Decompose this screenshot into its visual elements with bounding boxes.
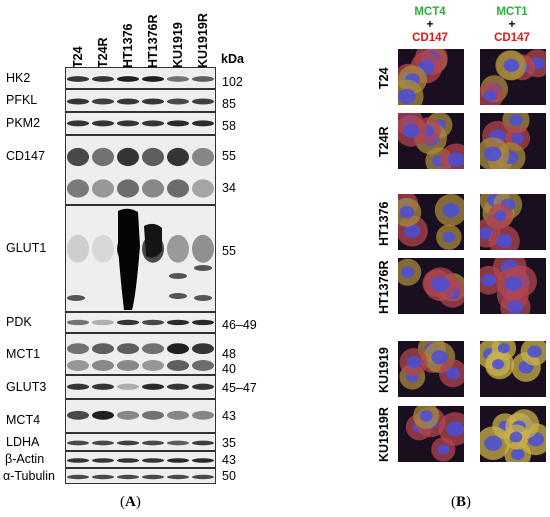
blot-pdk: [65, 312, 216, 333]
micrograph-ku1919-mct1: [480, 341, 546, 397]
micrograph-ht1376-mct4: [398, 194, 464, 250]
lane-label-ku1919r: KU1919R: [196, 13, 210, 68]
mw-label-pfkl: 85: [222, 97, 236, 111]
blot-cd147: [65, 135, 216, 205]
mw-label-glut1: 55: [222, 244, 236, 258]
mw-label-cd147: 55: [222, 149, 236, 163]
column-partner-cd147-1: CD147: [412, 32, 448, 44]
protein-label-mct1: MCT1: [6, 347, 41, 361]
column-header-mct1-cd147: MCT1 + CD147: [482, 6, 542, 45]
protein-label-cd147: CD147: [6, 149, 45, 163]
lane-label-ku1919: KU1919: [171, 22, 185, 68]
column-header-mct4-cd147: MCT4 + CD147: [400, 6, 460, 45]
column-marker-mct1: MCT1: [496, 6, 528, 18]
row-label-ht1376r: HT1376R: [377, 260, 391, 315]
blot-actin: [65, 451, 216, 468]
column-plus-1: +: [426, 19, 434, 31]
blot-hk2: [65, 67, 216, 89]
column-plus-2: +: [508, 19, 516, 31]
micrograph-ku1919-mct4: [398, 341, 464, 397]
protein-label-pdk: PDK: [6, 315, 32, 329]
protein-label-actin: β-Actin: [5, 452, 45, 466]
mw-label-mct1-2: 40: [222, 362, 236, 376]
lane-label-ht1376r: HT1376R: [146, 14, 160, 69]
panel-a-caption: (A): [120, 494, 141, 510]
mw-label-cd147-2: 34: [222, 181, 236, 195]
lane-label-t24r: T24R: [96, 37, 110, 68]
mw-label-glut3: 45–47: [222, 381, 257, 395]
protein-label-pkm2: PKM2: [6, 116, 41, 130]
blot-glut3: [65, 375, 216, 399]
protein-label-pfkl: PFKL: [6, 93, 38, 107]
mw-label-tubulin: 50: [222, 469, 236, 483]
mw-label-hk2: 102: [222, 75, 243, 89]
protein-label-glut1: GLUT1: [6, 241, 47, 255]
micrograph-t24r-mct4: [398, 113, 464, 169]
blot-ldha: [65, 433, 216, 451]
row-label-t24: T24: [377, 67, 391, 89]
mw-label-mct1: 48: [222, 347, 236, 361]
micrograph-t24r-mct1: [480, 113, 546, 169]
mw-label-ldha: 35: [222, 436, 236, 450]
micrograph-ht1376r-mct4: [398, 258, 464, 314]
column-partner-cd147-2: CD147: [494, 32, 530, 44]
column-marker-mct4: MCT4: [414, 6, 446, 18]
mw-label-mct4: 43: [222, 409, 236, 423]
mw-label-pdk: 46–49: [222, 318, 257, 332]
protein-label-mct4: MCT4: [6, 413, 41, 427]
protein-label-tubulin: α-Tubulin: [3, 469, 55, 483]
panel-b-caption: (B): [451, 494, 472, 510]
row-label-ku1919r: KU1919R: [377, 407, 391, 462]
row-label-ku1919: KU1919: [377, 347, 391, 393]
lane-label-ht1376: HT1376: [121, 23, 135, 68]
micrograph-t24-mct4: [398, 49, 464, 105]
micrograph-ht1376r-mct1: [480, 258, 546, 314]
blot-glut1: [65, 205, 216, 312]
micrograph-ht1376-mct1: [480, 194, 546, 250]
mw-label-actin: 43: [222, 453, 236, 467]
row-label-t24r: T24R: [377, 126, 391, 157]
protein-label-hk2: HK2: [6, 70, 31, 85]
blot-pkm2: [65, 112, 216, 135]
row-label-ht1376: HT1376: [377, 201, 391, 246]
lane-label-t24: T24: [71, 46, 85, 68]
mw-label-pkm2: 58: [222, 119, 236, 133]
blot-pfkl: [65, 89, 216, 112]
blot-mct1: [65, 333, 216, 375]
kda-unit-label: kDa: [221, 52, 244, 66]
micrograph-ku1919r-mct1: [480, 406, 546, 462]
blot-tubulin: [65, 468, 216, 484]
micrograph-t24-mct1: [480, 49, 546, 105]
micrograph-ku1919r-mct4: [398, 406, 464, 462]
protein-label-glut3: GLUT3: [6, 379, 47, 394]
blot-mct4: [65, 399, 216, 433]
protein-label-ldha: LDHA: [6, 434, 40, 449]
